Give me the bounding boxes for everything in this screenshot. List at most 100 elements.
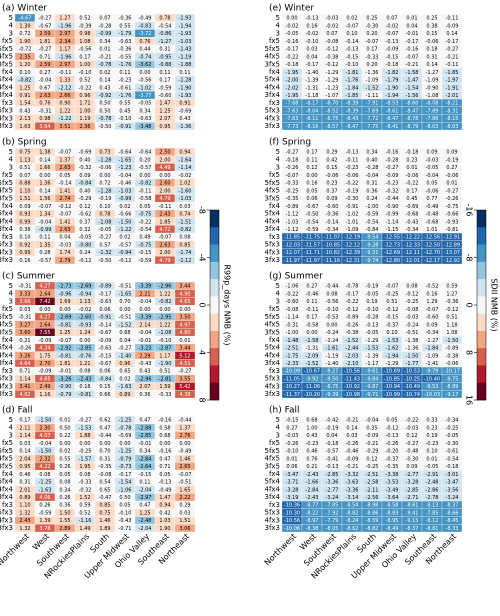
cell-label: -0.06: [426, 39, 439, 45]
cell-label: -10.53: [404, 369, 420, 375]
cell-label: -12.55: [384, 235, 400, 241]
cell-label: -10.56: [284, 518, 300, 524]
cell-label: -0.89: [286, 204, 299, 210]
cell-label: 0.03: [179, 510, 190, 516]
cell-label: 0.90: [59, 101, 70, 107]
row-label: 3: [276, 297, 280, 305]
cell-label: -1.14: [179, 165, 192, 171]
cell-label: -11.97: [284, 258, 300, 264]
cell-label: -10.30: [284, 510, 300, 516]
cell-label: 0.10: [346, 31, 357, 37]
cell-label: 4.72: [159, 227, 170, 233]
row-label: 4fx3: [264, 114, 280, 122]
heatmap-cell: [174, 524, 196, 533]
cell-label: 0.08: [79, 472, 90, 478]
cell-label: 0.50: [99, 108, 110, 114]
cell-label: -0.09: [346, 456, 359, 462]
cell-label: 1.32: [19, 526, 30, 532]
cell-label: -8.79: [406, 124, 419, 130]
cell-label: -0.05: [139, 101, 152, 107]
cell-label: -0.54: [366, 219, 379, 225]
heatmap-cell: [174, 390, 196, 399]
cell-label: -0.04: [39, 78, 52, 84]
cell-label: -2.88: [139, 425, 152, 431]
cell-label: -1.96: [59, 54, 72, 60]
cell-label: -0.12: [326, 47, 339, 53]
row-label: fx3: [2, 367, 13, 375]
cell-label: -1.94: [386, 353, 399, 359]
cell-label: 0.15: [426, 31, 437, 37]
cell-label: -8.33: [446, 526, 459, 532]
cell-label: -8.45: [446, 518, 459, 524]
cell-label: -0.05: [366, 330, 379, 336]
cell-label: -1.14: [286, 315, 299, 321]
cell-label: -2.12: [59, 85, 72, 91]
cell-label: -0.14: [346, 39, 359, 45]
cell-label: -7.73: [286, 124, 299, 130]
cell-label: 2.63: [39, 93, 50, 99]
colorbar-segment: [210, 382, 219, 401]
cell-label: 1.89: [99, 526, 110, 532]
cell-label: 1.41: [59, 188, 70, 194]
cell-label: -1.93: [179, 31, 192, 37]
cell-label: -0.04: [139, 299, 152, 305]
cell-label: 1.02: [179, 181, 190, 187]
cell-label: -0.01: [139, 441, 152, 447]
cell-label: -0.51: [119, 315, 132, 321]
cell-label: 0.14: [39, 188, 50, 194]
cell-label: -1.28: [99, 157, 112, 163]
cell-label: 0.10: [386, 330, 397, 336]
cell-label: 4.65: [39, 376, 50, 382]
cell-label: -0.90: [426, 85, 439, 91]
cell-label: -0.99: [386, 212, 399, 218]
cell-label: -0.76: [79, 353, 92, 359]
cell-label: 4.27: [39, 284, 50, 290]
cell-label: -8.49: [386, 526, 399, 532]
cell-label: -3.19: [286, 495, 299, 501]
cell-label: -12.22: [404, 235, 420, 241]
cell-label: -0.23: [119, 78, 132, 84]
cell-label: -9.39: [326, 392, 339, 398]
cell-label: 0.02: [59, 449, 70, 455]
cell-label: 0.75: [19, 150, 30, 156]
cell-label: -0.23: [306, 441, 319, 447]
cell-label: 1.25: [139, 510, 150, 516]
cell-label: 0.46: [19, 472, 30, 478]
cell-label: 0.76: [139, 39, 150, 45]
cell-label: -10.06: [284, 526, 300, 532]
colorbar-segment: [477, 296, 486, 314]
cell-label: 4.24: [39, 346, 50, 352]
cell-label: -12.03: [284, 242, 300, 248]
row-label: 4fx3: [0, 516, 13, 524]
cell-label: 0.57: [99, 242, 110, 248]
colorbar-tick-label: -8: [198, 206, 207, 214]
cell-label: -1.58: [406, 70, 419, 76]
cell-label: -1.31: [306, 85, 319, 91]
cell-label: -7.85: [326, 503, 339, 509]
cell-label: -0.21: [346, 464, 359, 470]
cell-label: 1.75: [39, 353, 50, 359]
cell-label: -3.71: [286, 480, 299, 486]
cell-label: -0.35: [286, 196, 299, 202]
cell-label: -0.10: [346, 62, 359, 68]
cell-label: 2.36: [79, 124, 90, 130]
cell-label: 4.49: [159, 165, 170, 171]
cell-label: -0.91: [346, 204, 359, 210]
cell-label: -0.38: [346, 330, 359, 336]
cell-label: -0.12: [386, 307, 399, 313]
cell-label: -0.57: [139, 165, 152, 171]
cell-label: 5.42: [179, 384, 190, 390]
cell-label: 0.52: [79, 510, 90, 516]
cell-label: -0.03: [406, 425, 419, 431]
row-label: 4: [9, 290, 14, 298]
row-label: 3fx3: [0, 256, 13, 264]
row-label: 5fx3: [0, 107, 13, 115]
cell-label: -2.81: [159, 376, 172, 382]
cell-label: -0.22: [406, 418, 419, 424]
cell-label: -8.11: [306, 116, 319, 122]
cell-label: 0.24: [366, 196, 377, 202]
cell-label: 1.85: [159, 219, 170, 225]
panel-title: (e) Winter: [269, 4, 314, 14]
row-label: 3fx3: [264, 390, 280, 398]
cell-label: -1.52: [366, 85, 379, 91]
